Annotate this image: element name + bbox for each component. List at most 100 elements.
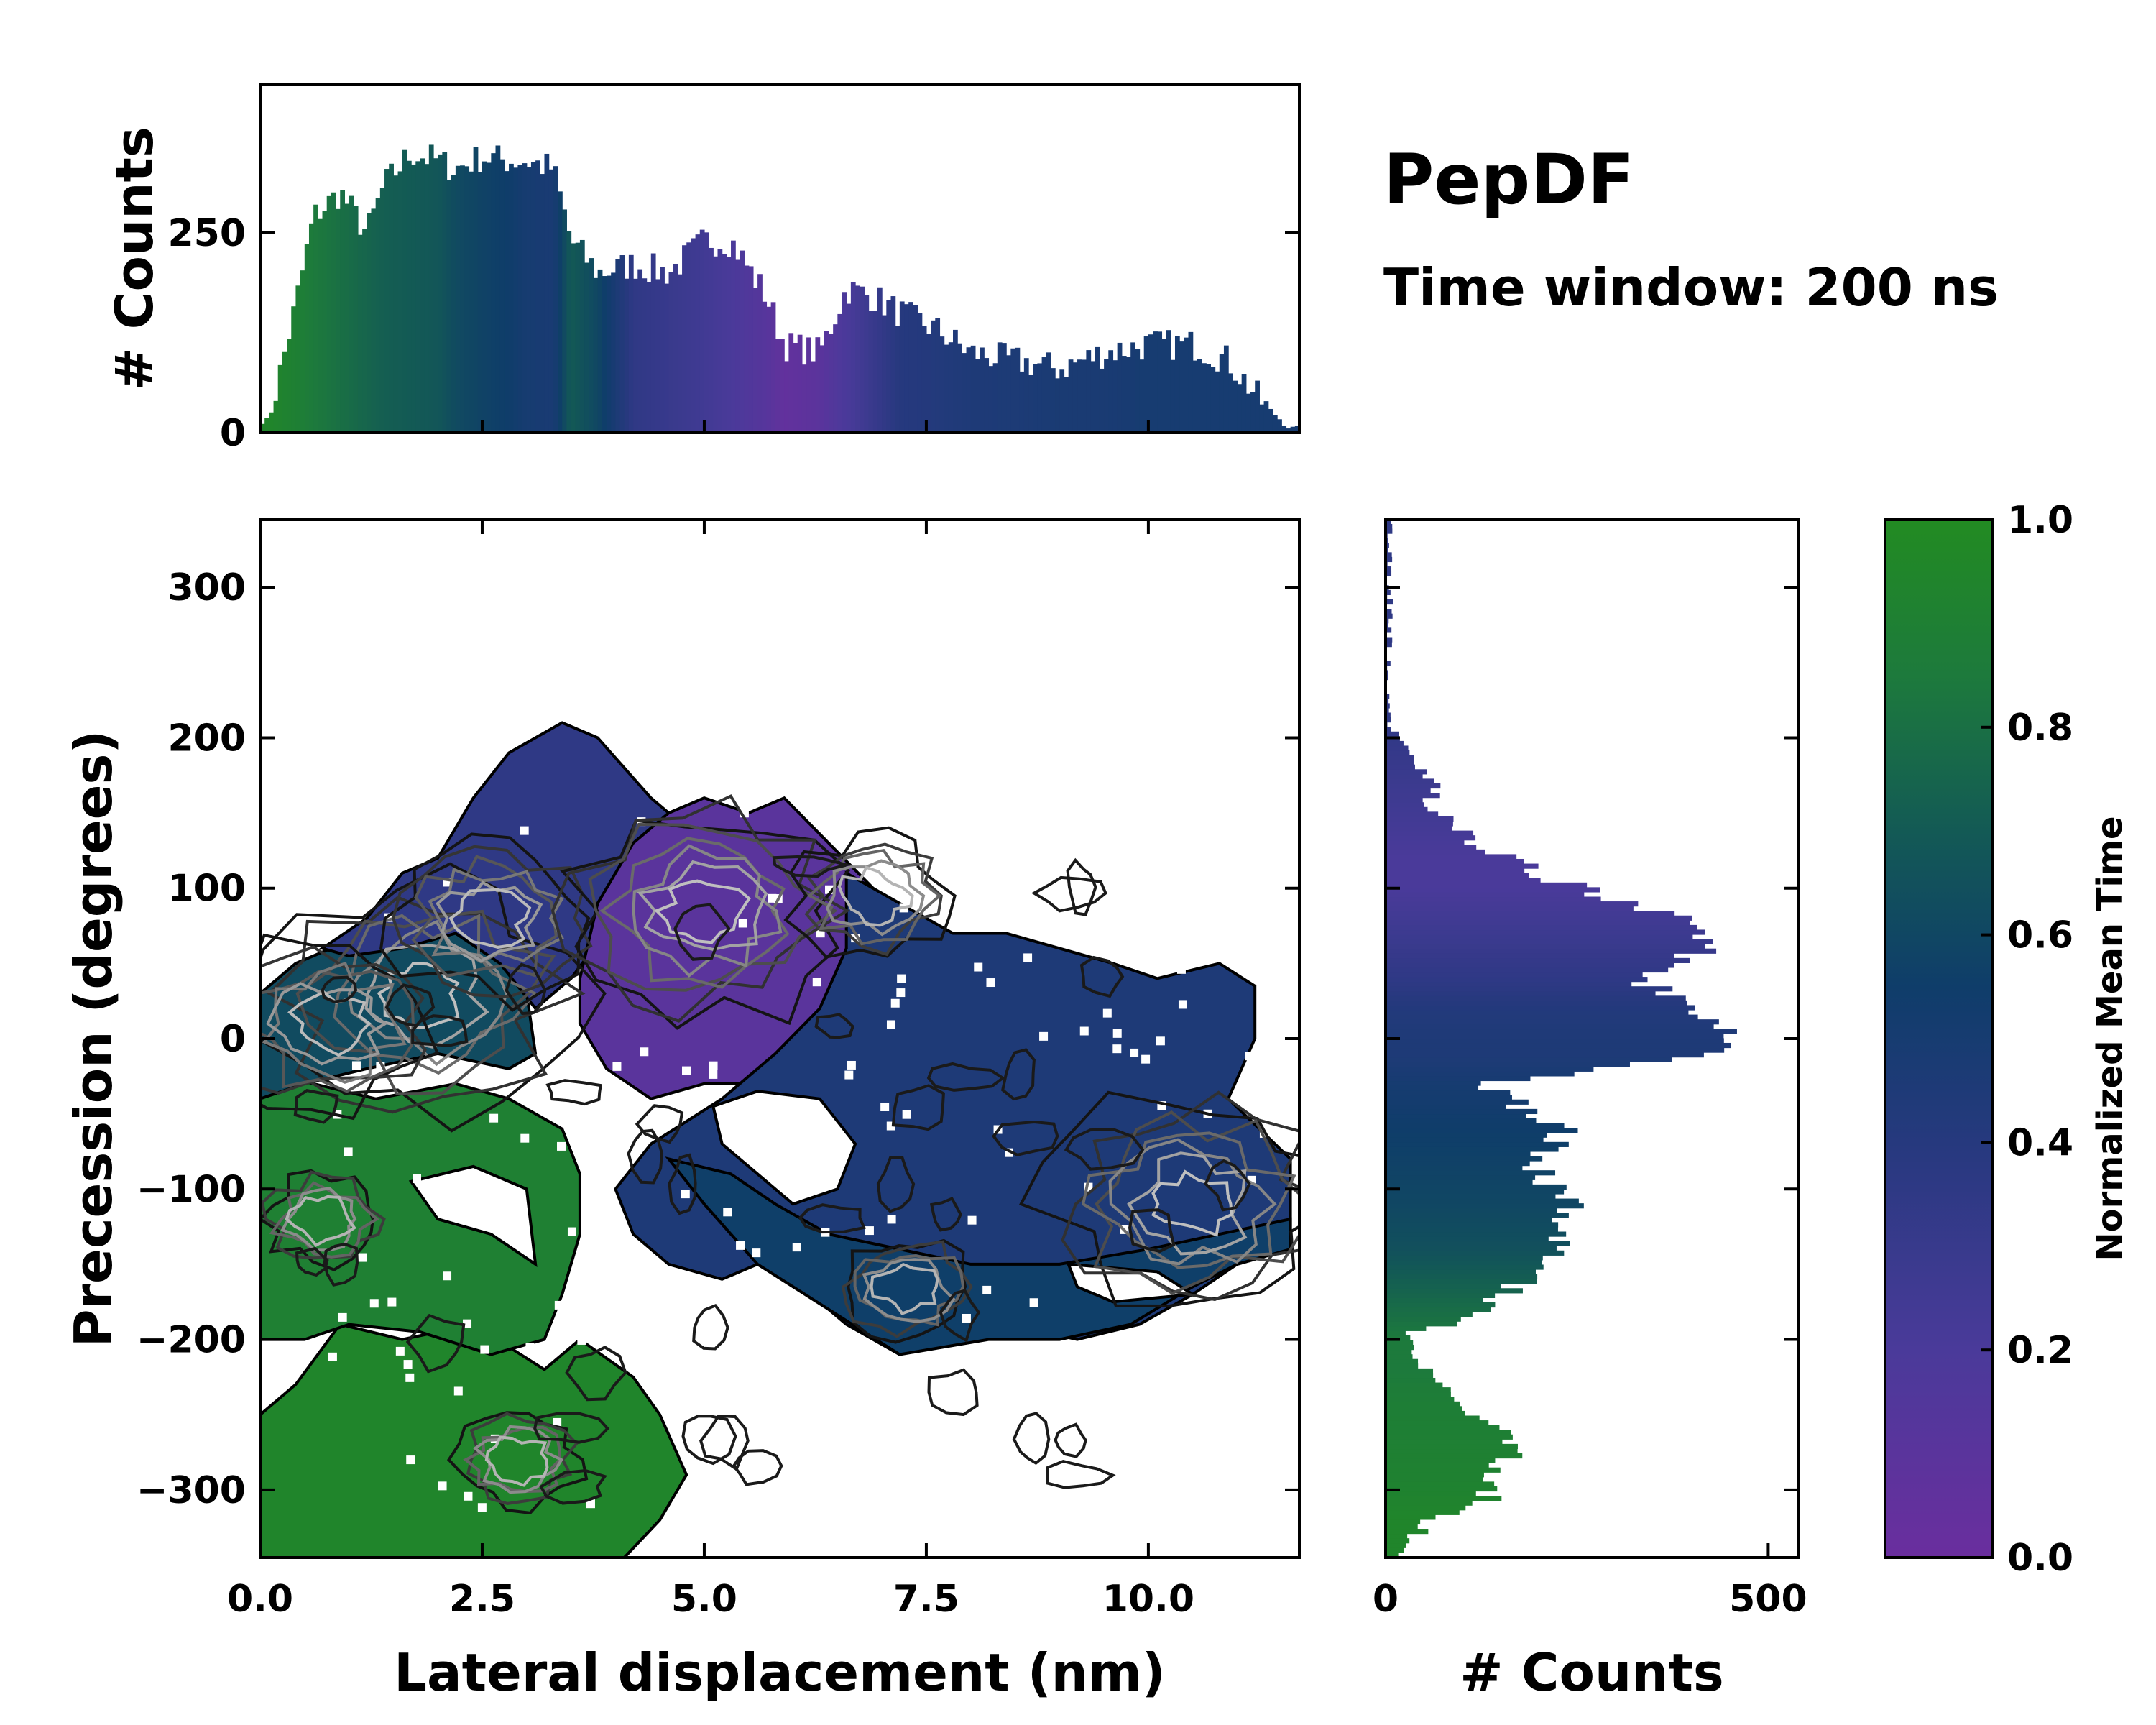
right-xtick-label: 0 [1373,1578,1399,1621]
density-contour [428,868,565,964]
right-histogram-bar [1386,911,1675,916]
top-histogram-bar [1090,361,1096,433]
heatmap-empty-bin [952,1486,962,1496]
heatmap-hole-center [711,1090,857,1206]
heatmap-empty-bin [711,1367,720,1376]
right-histogram-bar [1386,613,1393,619]
density-contour [1128,1208,1176,1254]
right-histogram-bar [1386,1524,1418,1530]
top-histogram-bar [304,244,310,433]
top-histogram-bar [389,163,394,433]
right-histogram-bar [1386,1019,1719,1025]
right-histogram-bar [1386,811,1439,817]
right-xtick-label: 500 [1729,1578,1807,1621]
top-histogram-bar [602,276,607,433]
top-histogram-bar [540,174,545,433]
heatmap-empty-bin [938,1360,947,1369]
top-ylabel: # Counts [104,126,165,391]
heatmap-empty-bin [709,1070,718,1079]
top-histogram-bar [980,347,985,433]
density-contour [285,1195,356,1248]
right-histogram-bar [1386,618,1389,624]
density-contour [267,896,586,1114]
heatmap-empty-bin [1079,1026,1089,1036]
right-histogram-bar [1386,1274,1538,1279]
right-histogram-bar [1386,1156,1543,1162]
right-histogram-bar [1386,1330,1406,1336]
heatmap-empty-bin [1059,1512,1069,1522]
heatmap-empty-bin [723,1208,732,1217]
top-histogram-bar [415,161,421,433]
heatmap-empty-bin [586,1499,595,1509]
right-histogram-bar [1386,868,1525,874]
right-histogram-bar [1386,1538,1410,1544]
main-xtick-label: 10.0 [1102,1578,1194,1621]
right-histogram-bar [1386,1345,1414,1351]
top-histogram-bar [353,206,359,433]
right-histogram-bar [1386,745,1409,751]
heatmap-empty-bin [412,1174,421,1183]
top-histogram-bar [1130,342,1135,433]
right-histogram-bar [1386,1222,1559,1228]
top-histogram-bar [740,250,745,433]
top-histogram-bar [273,400,279,433]
top-histogram-bar [1192,360,1198,433]
top-histogram-bar [717,249,723,433]
top-ytick-label: 0 [220,412,246,455]
top-histogram-bar [1255,380,1260,433]
heatmap-empty-bin [1023,953,1033,962]
right-histogram-bar [1386,1542,1406,1548]
right-histogram-bar [1386,1095,1512,1100]
right-histogram-bar [1386,1368,1434,1374]
top-histogram-bar [357,234,363,433]
heatmap-empty-bin [986,978,995,988]
heatmap-empty-bin [932,1446,941,1455]
top-histogram-bar [442,152,448,433]
right-histogram-bar [1386,750,1410,756]
right-histogram-bar [1386,1246,1557,1251]
right-histogram-bar [1386,1491,1476,1496]
heatmap-empty-bin [1141,1054,1151,1064]
top-histogram-bar [1028,374,1033,433]
heatmap-empty-bin [358,1253,367,1262]
density-contour [565,1346,627,1402]
right-histogram-bar [1386,1358,1419,1364]
right-histogram-bar [1386,849,1485,855]
top-histogram-bar [1241,374,1247,433]
main-xtick-label: 2.5 [449,1578,515,1621]
top-histogram-bar [1121,356,1127,433]
right-histogram-bar [1386,1288,1523,1294]
top-histogram-bar [1210,367,1216,433]
heatmap-empty-bin [886,1020,895,1029]
density-contour [1054,1422,1087,1458]
heatmap-empty-bin [1039,1031,1049,1041]
top-histogram-bar [890,296,896,433]
density-contour [814,1013,854,1039]
heatmap-empty-bin [779,1127,788,1136]
right-histogram-bar [1386,627,1392,633]
right-histogram-bar [1386,1463,1489,1468]
right-histogram-bar [1386,599,1393,605]
heatmap-empty-bin [890,998,900,1008]
right-histogram-bar [1386,802,1424,808]
top-histogram-bar [446,180,452,433]
right-histogram-bar [1386,783,1441,789]
right-histogram-bar [1386,1387,1451,1393]
top-histogram-bar [682,245,687,433]
right-histogram-bar [1386,571,1392,576]
right-histogram-bar [1386,854,1517,860]
right-histogram-bar [1386,609,1392,615]
top-histogram-bar [428,144,434,433]
top-histogram-bar [1082,359,1087,433]
heatmap-empty-bin [369,1299,379,1308]
top-histogram-bar [913,305,918,433]
top-histogram-bar [726,257,732,433]
right-histogram-bar [1386,948,1717,954]
heatmap-empty-bin [1130,1048,1139,1057]
top-histogram-bar [530,162,536,433]
right-histogram-bar [1386,552,1392,558]
right-histogram-bar [1386,972,1643,978]
heatmap-empty-bin [351,1061,361,1070]
heatmap-empty-bin [438,1481,447,1491]
density-contour [1079,955,1125,998]
